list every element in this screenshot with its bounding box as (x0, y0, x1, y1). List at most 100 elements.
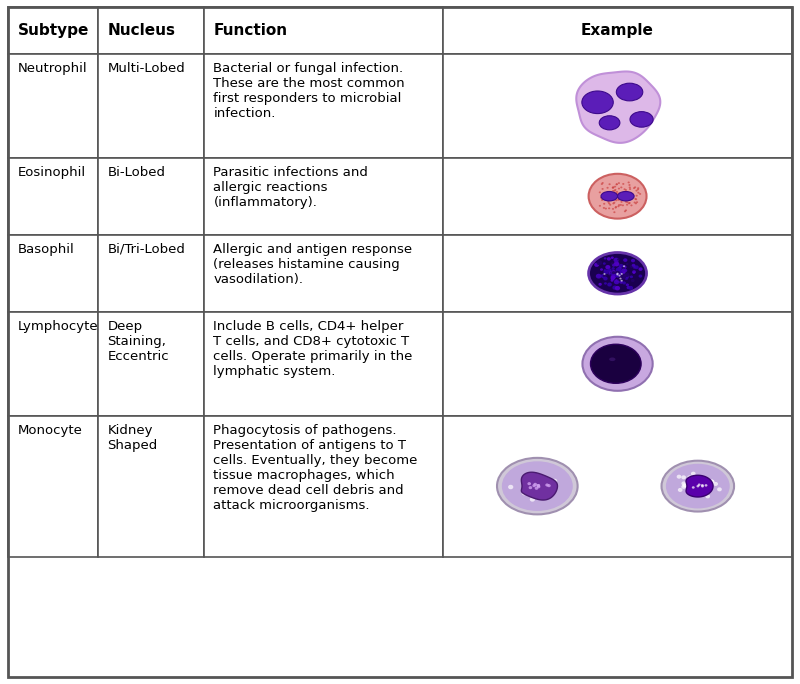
Circle shape (611, 262, 614, 265)
Circle shape (602, 207, 605, 209)
Circle shape (619, 269, 623, 272)
Circle shape (615, 286, 620, 291)
Circle shape (616, 195, 618, 196)
Circle shape (606, 187, 609, 189)
Bar (8, 312, 98, 416)
Circle shape (690, 490, 694, 494)
Circle shape (698, 484, 701, 486)
Circle shape (633, 272, 635, 274)
Circle shape (629, 286, 633, 290)
Circle shape (622, 198, 623, 200)
Bar (204, 54, 443, 158)
Circle shape (621, 267, 625, 271)
Text: Phagocytosis of pathogens.
Presentation of antigens to T
cells. Eventually, they: Phagocytosis of pathogens. Presentation … (214, 424, 418, 512)
Bar (98, 416, 204, 557)
Text: Eosinophil: Eosinophil (18, 166, 86, 179)
Circle shape (530, 476, 535, 480)
Circle shape (617, 259, 620, 261)
Circle shape (604, 282, 607, 285)
Circle shape (611, 267, 615, 270)
Circle shape (624, 269, 627, 272)
Circle shape (686, 486, 691, 490)
Text: Bacterial or fungal infection.
These are the most common
first responders to mic: Bacterial or fungal infection. These are… (214, 62, 405, 120)
Circle shape (610, 274, 616, 279)
Circle shape (705, 484, 707, 486)
Circle shape (626, 263, 629, 265)
Circle shape (634, 186, 636, 188)
Circle shape (694, 482, 699, 486)
Circle shape (622, 183, 624, 185)
Circle shape (618, 275, 621, 276)
Circle shape (701, 485, 704, 488)
Circle shape (537, 484, 540, 487)
Bar (98, 235, 204, 312)
Circle shape (546, 484, 549, 486)
Circle shape (618, 270, 622, 274)
Circle shape (710, 480, 714, 484)
Circle shape (612, 285, 618, 290)
Circle shape (612, 196, 614, 198)
Text: Neutrophil: Neutrophil (18, 62, 87, 75)
Bar (443, 416, 792, 557)
Circle shape (614, 207, 617, 209)
Circle shape (610, 279, 614, 282)
Circle shape (532, 484, 536, 487)
Circle shape (614, 197, 615, 199)
Circle shape (606, 196, 609, 198)
Circle shape (598, 282, 602, 286)
Circle shape (635, 195, 638, 196)
Circle shape (608, 273, 611, 275)
Circle shape (630, 276, 633, 278)
Circle shape (610, 271, 615, 276)
Circle shape (691, 490, 696, 494)
Text: Bi-Lobed: Bi-Lobed (107, 166, 166, 179)
Bar (98, 158, 204, 235)
Circle shape (538, 486, 543, 490)
Circle shape (702, 478, 707, 482)
Circle shape (613, 273, 615, 275)
Circle shape (622, 194, 625, 196)
Circle shape (621, 275, 626, 280)
Circle shape (618, 192, 621, 194)
Circle shape (617, 199, 619, 200)
Circle shape (616, 194, 618, 196)
Circle shape (616, 195, 618, 197)
Circle shape (692, 477, 697, 482)
Circle shape (637, 187, 639, 189)
Polygon shape (522, 472, 558, 500)
Bar (443, 235, 792, 312)
Circle shape (605, 208, 607, 209)
Circle shape (701, 484, 704, 486)
Circle shape (611, 256, 614, 259)
Circle shape (629, 202, 630, 204)
Circle shape (614, 190, 616, 192)
Ellipse shape (589, 252, 646, 294)
Text: Kidney
Shaped: Kidney Shaped (107, 424, 158, 452)
Circle shape (687, 475, 692, 479)
Ellipse shape (616, 83, 642, 101)
Bar (443, 7, 792, 54)
Circle shape (603, 274, 607, 277)
Text: Allergic and antigen response
(releases histamine causing
vasodilation).: Allergic and antigen response (releases … (214, 243, 413, 286)
Ellipse shape (582, 337, 653, 391)
Circle shape (618, 198, 620, 200)
Circle shape (622, 196, 625, 198)
Bar (8, 7, 98, 54)
Circle shape (613, 269, 616, 273)
Circle shape (616, 196, 618, 197)
Circle shape (622, 281, 626, 285)
Polygon shape (576, 72, 660, 143)
Circle shape (535, 491, 541, 496)
Circle shape (608, 202, 610, 205)
Bar (443, 158, 792, 235)
Circle shape (621, 201, 622, 203)
Circle shape (619, 195, 621, 197)
Circle shape (606, 257, 611, 261)
Circle shape (612, 194, 614, 195)
Circle shape (618, 264, 623, 268)
Bar (8, 235, 98, 312)
Ellipse shape (599, 116, 620, 130)
Circle shape (532, 479, 537, 484)
Circle shape (545, 479, 550, 484)
Bar (8, 416, 98, 557)
